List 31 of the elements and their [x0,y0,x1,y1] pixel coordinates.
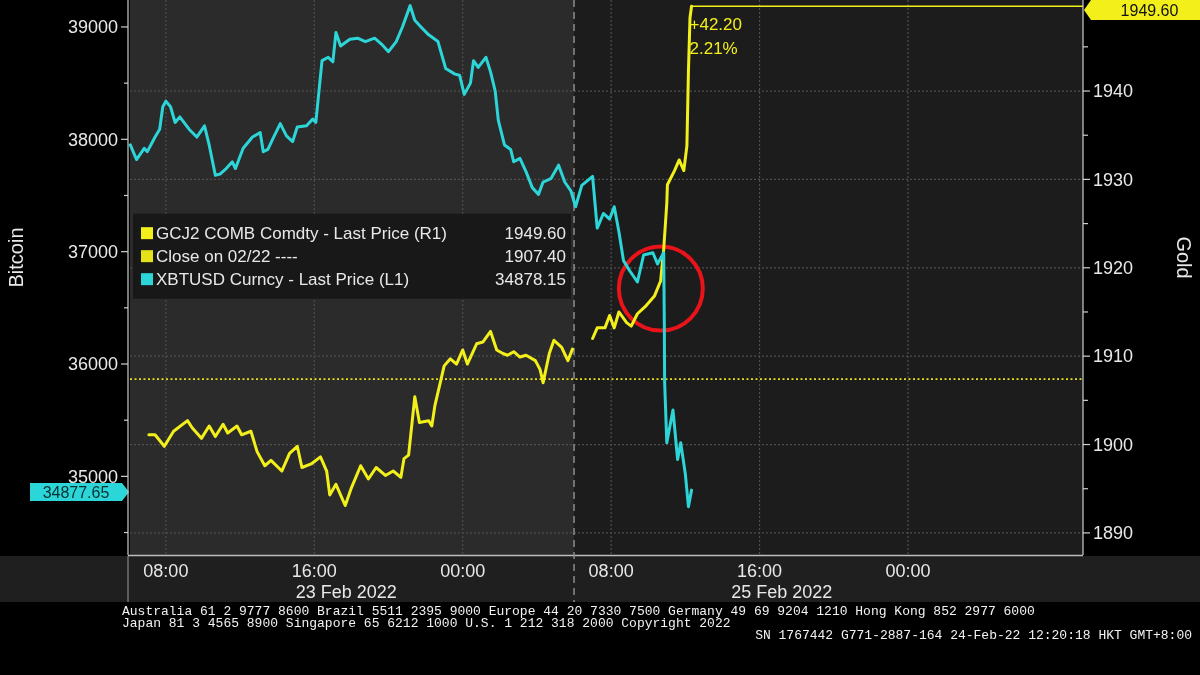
annotation: 1949.60 [504,224,566,244]
y2-tick-label: 1890 [1093,523,1134,544]
x-tick-label: 00:00 [885,561,931,582]
y-axis-title: Bitcoin [5,227,27,288]
y-tick-label: 39000 [67,17,118,38]
y2-tick-label: 1930 [1093,169,1134,190]
text: 1949.60 [1120,1,1179,19]
annotation: 2.21% [689,39,738,59]
y2-tick-label: 1920 [1093,258,1134,279]
text: 23 Feb 2022 [295,582,397,603]
legend-label: Close on 02/22 ---- [156,247,298,267]
x-tick-label: 16:00 [737,561,783,582]
text: 25 Feb 2022 [731,582,833,603]
y-tick-label: 38000 [67,129,118,150]
y2-axis-title: Gold [1173,236,1195,279]
annotation: +42.20 [689,15,743,35]
text: SN 1767442 G771-2887-164 24-Feb-22 12:20:18 HKT GMT+8:00 [755,628,1192,643]
annotation: 1907.40 [504,247,566,267]
x-tick-label: 08:00 [588,561,634,582]
y2-tick-label: 1900 [1093,434,1134,455]
y-tick-label: 37000 [67,241,118,262]
y2-tick-label: 1940 [1093,81,1134,102]
text: Australia 61 2 9777 8600 Brazil 5511 2395 9000 Europe 44 20 7330 7500 Germany 49 69 9204 1210 Hong Kong 852 2977 6000 [122,604,1035,619]
y2-tick-label: 1910 [1093,346,1134,367]
legend-label: XBTUSD Curncy - Last Price (L1) [156,270,410,290]
legend-label: GCJ2 COMB Comdty - Last Price (R1) [156,224,447,244]
annotation: 34878.15 [495,270,566,290]
x-tick-label: 00:00 [440,561,486,582]
x-tick-label: 08:00 [143,561,189,582]
y-tick-label: 36000 [67,354,118,375]
x-tick-label: 16:00 [291,561,337,582]
